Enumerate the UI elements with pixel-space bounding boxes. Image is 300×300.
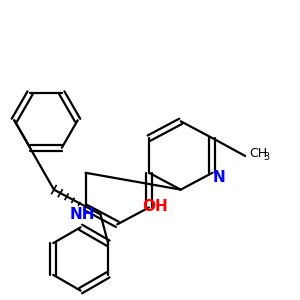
Text: 3: 3: [263, 152, 269, 162]
Text: NH: NH: [70, 207, 95, 222]
Text: OH: OH: [142, 199, 168, 214]
Text: N: N: [213, 170, 226, 185]
Text: CH: CH: [249, 148, 267, 160]
